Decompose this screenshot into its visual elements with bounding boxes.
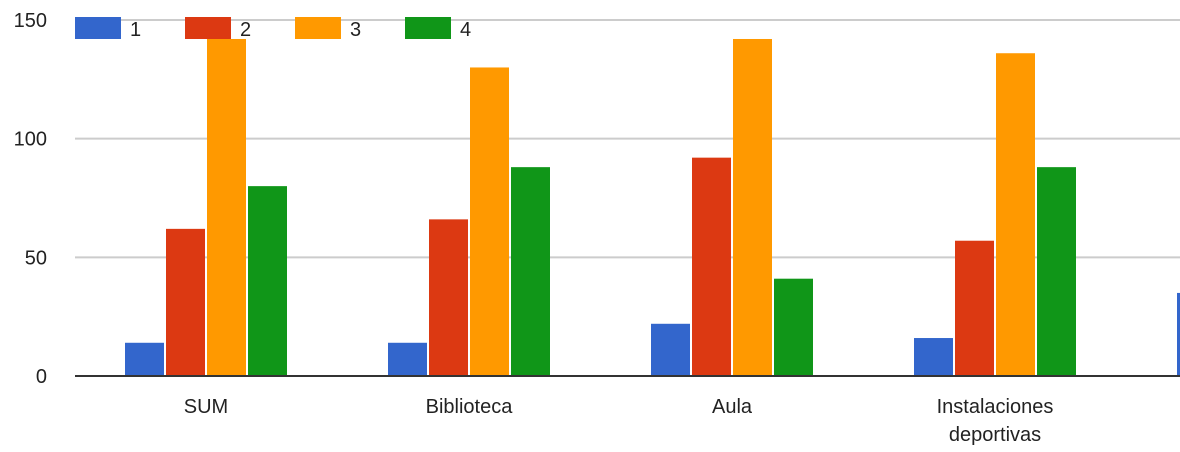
y-tick-label: 0 <box>36 366 47 388</box>
bar-series-1-partial <box>1177 292 1180 376</box>
bar-series-3 <box>733 38 772 377</box>
y-axis-tick-labels: 0 50 100 150 <box>14 10 47 388</box>
x-category-label: deportivas <box>949 424 1041 446</box>
bar-series-1 <box>125 342 164 376</box>
bar-series-3 <box>207 38 246 377</box>
x-category-label: SUM <box>184 396 228 418</box>
bar-series-2 <box>166 228 205 376</box>
bar-series-2 <box>955 240 994 376</box>
bar-series-2 <box>692 157 731 376</box>
bar-series-4 <box>774 278 813 376</box>
x-category-label: Biblioteca <box>426 396 514 418</box>
bars <box>125 38 1180 377</box>
bar-series-4 <box>511 167 550 376</box>
legend-swatch <box>185 17 231 39</box>
legend: 1 2 3 4 <box>75 17 471 41</box>
x-category-label: Instalaciones <box>937 396 1054 418</box>
legend-label: 2 <box>240 19 251 41</box>
y-tick-label: 50 <box>25 247 47 269</box>
y-tick-label: 100 <box>14 129 47 151</box>
legend-swatch <box>75 17 121 39</box>
y-tick-label: 150 <box>14 10 47 32</box>
x-category-label: Aula <box>712 396 753 418</box>
bar-series-4 <box>1037 167 1076 376</box>
bar-series-3 <box>470 67 509 376</box>
bar-series-1 <box>388 342 427 376</box>
x-axis-tick-labels: SUM Biblioteca Aula Instalaciones deportivas <box>184 396 1054 446</box>
legend-label: 4 <box>460 19 471 41</box>
legend-swatch <box>405 17 451 39</box>
legend-label: 3 <box>350 19 361 41</box>
bar-series-2 <box>429 219 468 376</box>
bar-series-3 <box>996 53 1035 377</box>
legend-swatch <box>295 17 341 39</box>
legend-label: 1 <box>130 19 141 41</box>
bar-series-4 <box>248 186 287 376</box>
bar-series-1 <box>651 323 690 376</box>
bar-series-1 <box>914 338 953 376</box>
